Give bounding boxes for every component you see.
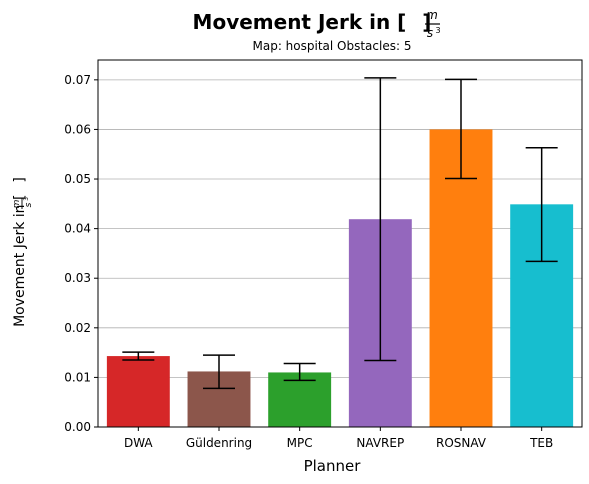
- x-tick-label: NAVREP: [356, 436, 404, 450]
- bars: [106, 129, 574, 427]
- chart-title: Movement Jerk in []: [193, 10, 432, 34]
- plot-frame: [97, 59, 583, 428]
- y-tick-label: 0.05: [64, 172, 91, 186]
- error-bars: [122, 77, 558, 390]
- y-tick-label: 0.01: [64, 370, 91, 384]
- y-tick-label: 0.07: [64, 73, 91, 87]
- x-axis-label: Planner: [304, 457, 362, 475]
- svg-text:3: 3: [435, 26, 440, 35]
- y-tick-label: 0.02: [64, 321, 91, 335]
- y-tick-label: 0.03: [64, 271, 91, 285]
- svg-text:s: s: [24, 202, 34, 207]
- x-tick-label: DWA: [124, 436, 153, 450]
- chart-subtitle: Map: hospital Obstacles: 5: [253, 39, 412, 53]
- x-axis-ticks: DWA Güldenring MPC NAVREP ROSNAV TEB: [124, 427, 553, 450]
- y-tick-label: 0.04: [64, 222, 91, 236]
- svg-text:Movement Jerk in []: Movement Jerk in []: [12, 177, 28, 327]
- bar: [106, 356, 170, 427]
- svg-text:3: 3: [23, 197, 30, 201]
- y-tick-label: 0.06: [64, 122, 91, 136]
- svg-text:m: m: [12, 199, 22, 208]
- y-axis-label: Movement Jerk in [] m s 3: [12, 177, 34, 327]
- x-tick-label: ROSNAV: [436, 436, 487, 450]
- x-tick-label: Güldenring: [186, 436, 252, 450]
- title-fraction: m s 3: [425, 8, 441, 40]
- svg-text:s: s: [427, 26, 433, 40]
- gridlines: [98, 79, 582, 428]
- svg-text:m: m: [426, 8, 438, 22]
- bar: [268, 372, 332, 427]
- y-tick-label: 0.00: [64, 420, 91, 434]
- x-tick-label: TEB: [529, 436, 553, 450]
- y-axis-ticks: 0.00 0.01 0.02 0.03 0.04 0.05 0.06 0.07: [64, 73, 98, 434]
- x-tick-label: MPC: [287, 436, 313, 450]
